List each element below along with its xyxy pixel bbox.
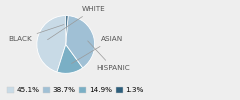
Text: BLACK: BLACK — [8, 24, 64, 42]
Wedge shape — [37, 16, 66, 72]
Text: ASIAN: ASIAN — [72, 36, 123, 64]
Wedge shape — [57, 44, 83, 73]
Legend: 45.1%, 38.7%, 14.9%, 1.3%: 45.1%, 38.7%, 14.9%, 1.3% — [4, 84, 147, 96]
Wedge shape — [66, 16, 68, 44]
Text: HISPANIC: HISPANIC — [88, 41, 130, 71]
Wedge shape — [66, 16, 95, 68]
Text: WHITE: WHITE — [48, 6, 105, 40]
